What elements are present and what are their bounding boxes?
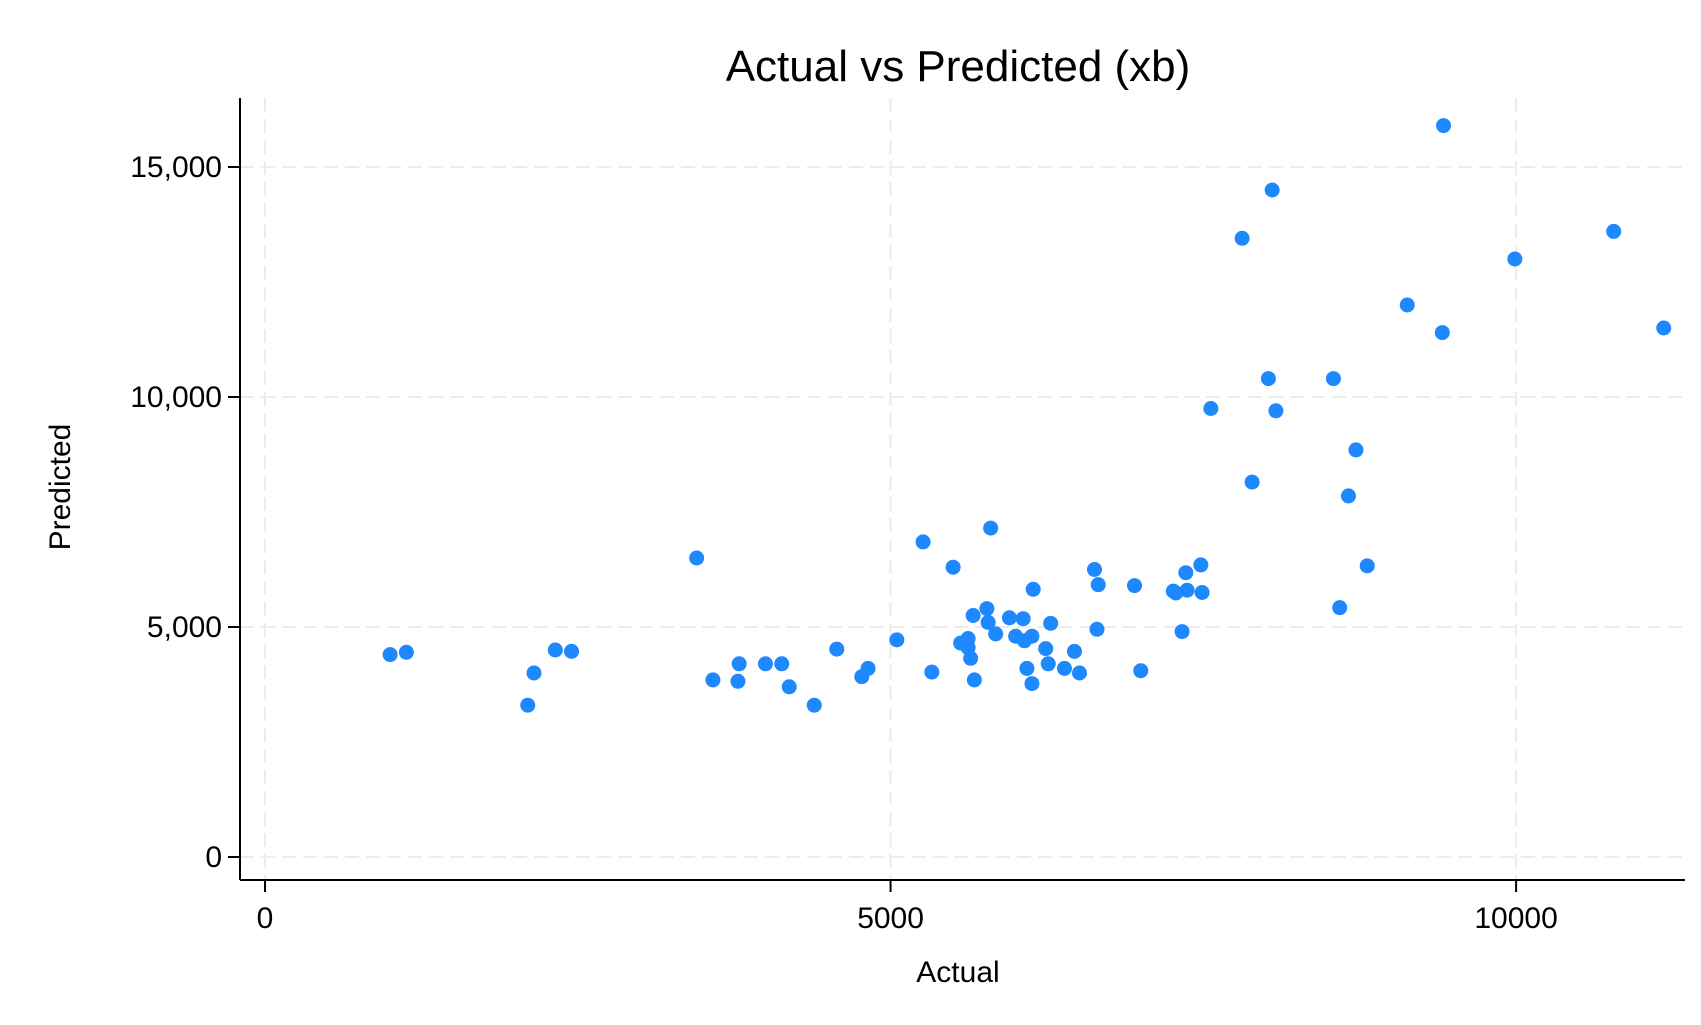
data-point — [924, 664, 940, 680]
data-point — [1656, 320, 1672, 336]
data-point — [1015, 611, 1031, 627]
data-point — [1359, 558, 1375, 574]
data-point — [520, 697, 536, 713]
axes — [239, 98, 1685, 881]
data-point — [1056, 660, 1072, 676]
data-point — [1332, 600, 1348, 616]
data-point — [1399, 297, 1415, 313]
data-point — [979, 601, 995, 617]
data-point — [860, 660, 876, 676]
data-point — [1203, 401, 1219, 416]
y-tick-label: 0 — [205, 841, 222, 874]
data-point — [757, 656, 773, 672]
data-point — [1174, 624, 1190, 640]
data-point — [1066, 643, 1082, 659]
data-point — [1194, 585, 1210, 600]
data-point — [1193, 557, 1209, 573]
data-point — [774, 656, 790, 672]
data-point — [382, 647, 398, 663]
data-point — [526, 665, 542, 681]
data-point — [1606, 223, 1622, 239]
data-point — [730, 673, 746, 689]
data-point — [781, 679, 797, 695]
data-point — [1089, 621, 1105, 637]
x-tick-label: 5000 — [857, 902, 924, 935]
data-point — [1268, 403, 1284, 419]
data-point — [966, 672, 982, 688]
data-point — [1040, 656, 1056, 672]
data-point — [1133, 663, 1149, 679]
data-point — [1436, 118, 1452, 134]
y-tick-label: 10,000 — [130, 381, 222, 414]
data-point — [1001, 610, 1017, 626]
data-point — [1179, 582, 1195, 598]
data-point — [1024, 628, 1040, 644]
data-point — [705, 672, 721, 688]
data-point — [564, 643, 580, 659]
data-point — [547, 642, 563, 658]
data-point — [1234, 230, 1250, 246]
x-tick-label: 0 — [257, 902, 274, 935]
data-point — [1127, 578, 1143, 594]
y-axis-label: Predicted — [44, 424, 77, 551]
data-point — [829, 641, 845, 657]
data-point — [689, 550, 705, 566]
data-point — [965, 608, 981, 623]
data-point — [1090, 577, 1106, 593]
gridlines — [240, 98, 1685, 880]
data-point — [398, 644, 414, 660]
data-point — [915, 534, 931, 550]
data-point — [1264, 182, 1280, 198]
data-point — [1024, 676, 1040, 692]
data-point — [1168, 585, 1184, 601]
data-point — [1325, 371, 1341, 387]
data-point — [963, 650, 979, 666]
ticks: 0 5,000 10,000 15,000 0 5000 10000 — [130, 151, 1558, 935]
data-point — [1071, 665, 1087, 681]
x-axis-label: Actual — [916, 956, 999, 989]
y-tick-label: 15,000 — [130, 151, 222, 184]
data-point — [1019, 660, 1035, 676]
data-point — [1260, 371, 1276, 387]
data-point — [889, 632, 905, 648]
data-points — [382, 118, 1672, 713]
data-point — [1086, 562, 1102, 577]
data-point — [1340, 488, 1356, 504]
y-tick-label: 5,000 — [147, 611, 222, 644]
data-point — [988, 626, 1004, 642]
data-point — [983, 520, 999, 536]
data-point — [980, 614, 996, 630]
data-point — [1244, 474, 1260, 490]
data-point — [945, 559, 961, 575]
data-point — [1043, 615, 1059, 631]
data-point — [1178, 565, 1194, 581]
data-point — [1348, 442, 1364, 458]
data-point — [1038, 641, 1054, 657]
data-point — [1434, 325, 1450, 341]
data-point — [806, 697, 822, 713]
data-point — [1025, 581, 1041, 597]
chart-title: Actual vs Predicted (xb) — [726, 42, 1191, 91]
data-point — [731, 656, 747, 672]
data-point — [1507, 251, 1523, 267]
x-tick-label: 10000 — [1474, 902, 1557, 935]
